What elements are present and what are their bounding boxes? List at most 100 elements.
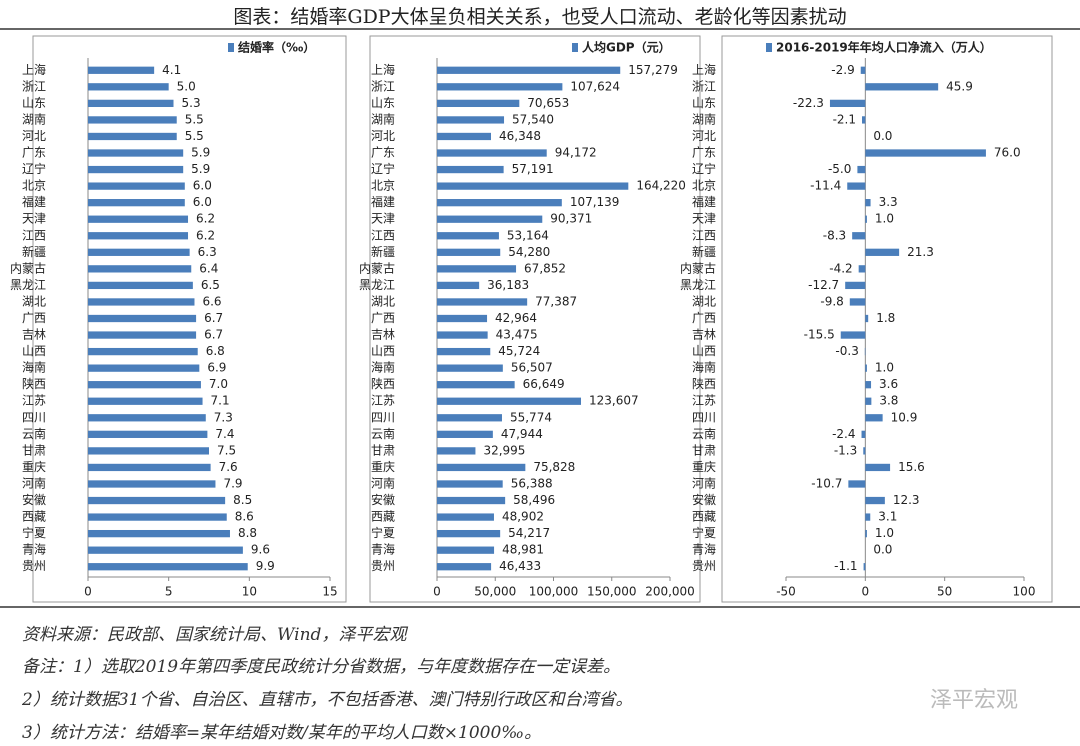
value-label: 3.1 [878,510,897,524]
bar [865,397,872,405]
value-label: -11.4 [810,179,841,193]
y-tick-label: 黑龙江 [680,278,716,292]
value-label: 15.6 [898,460,925,474]
value-label: 7.5 [217,443,236,457]
y-tick-label: 山东 [371,96,395,110]
bar [88,347,198,356]
y-tick-label: 上海 [22,62,46,77]
value-label: 3.6 [879,377,898,391]
value-label: 8.6 [235,510,254,524]
value-label: 164,220 [636,179,686,193]
y-tick-label: 江西 [692,228,716,242]
value-label: 10.9 [891,410,918,424]
value-label: 46,433 [499,559,541,573]
y-tick-label: 内蒙古 [680,260,716,275]
y-tick-label: 甘肃 [692,443,716,457]
bar [88,463,211,472]
value-label: 55,774 [510,410,552,424]
value-label: 77,387 [535,294,577,308]
y-tick-label: 湖北 [22,293,46,308]
value-label: -4.2 [829,261,852,275]
value-label: 46,348 [499,129,541,143]
y-tick-label: 云南 [22,426,46,441]
bar [840,331,866,339]
y-tick-label: 广西 [692,311,716,325]
bar [848,480,866,488]
bar [88,132,177,141]
y-tick-label: 青海 [692,542,716,557]
value-label: 6.2 [196,212,215,226]
bar [865,215,867,223]
legend-swatch [766,43,772,52]
bar [865,381,872,389]
watermark: 泽平宏观 [930,688,1019,713]
y-tick-label: 山东 [22,96,46,110]
value-label: -1.3 [834,443,857,457]
y-tick-label: 广东 [22,146,46,160]
bar [861,430,866,438]
bar [437,116,505,124]
y-tick-label: 北京 [692,179,716,193]
value-label: 9.9 [256,559,275,573]
y-tick-label: 甘肃 [22,443,46,457]
y-tick-label: 山西 [22,344,46,358]
y-tick-label: 内蒙古 [359,260,395,275]
value-label: 1.8 [876,311,895,325]
note: 2）统计数据31个省、自治区、直辖市，不包括香港、澳门特别行政区和台湾省。 [22,690,633,710]
bar [849,298,866,306]
value-label: -1.1 [834,559,857,573]
value-label: 5.9 [191,146,210,160]
bar [88,364,200,372]
y-tick-label: 甘肃 [371,443,395,457]
bar [437,232,499,240]
value-label: 54,280 [508,245,550,259]
y-tick-label: 天津 [371,212,395,226]
value-label: -10.7 [811,476,842,490]
y-tick-label: 福建 [371,194,395,209]
bar [88,331,197,339]
y-tick-label: 上海 [692,62,716,77]
bar [88,480,216,488]
bar [437,66,621,74]
x-tick-label: 50,000 [474,585,516,599]
value-label: 7.0 [209,377,228,391]
bar [437,397,582,405]
y-tick-label: 福建 [22,194,46,209]
bar [88,546,243,554]
bar [437,165,504,174]
bar [88,265,192,273]
y-tick-label: 河南 [22,475,46,490]
y-tick-label: 宁夏 [692,525,716,540]
value-label: 48,902 [502,510,544,524]
bar [829,99,866,108]
y-tick-label: 浙江 [22,79,46,93]
bar [437,480,503,488]
bar [858,265,866,273]
legend-swatch [228,43,234,52]
value-label: -9.8 [820,294,843,308]
y-tick-label: 黑龙江 [10,278,46,292]
y-tick-label: 辽宁 [22,161,46,176]
value-label: 9.6 [251,543,270,557]
bar [437,99,520,108]
legend-swatch [572,43,578,52]
y-tick-label: 四川 [371,410,395,424]
y-tick-label: 宁夏 [371,525,395,540]
bar [865,414,883,422]
value-label: 7.6 [219,460,238,474]
value-label: 66,649 [523,377,565,391]
y-tick-label: 江西 [371,228,395,242]
bar [437,215,543,223]
y-tick-label: 浙江 [371,79,395,93]
bar [852,232,866,240]
x-tick-label: 0 [84,585,92,599]
y-tick-label: 吉林 [371,328,395,342]
legend-label: 2016-2019年年均人口净流入（万人） [776,40,992,55]
bar [88,281,193,290]
value-label: 7.1 [211,394,230,408]
value-label: 6.0 [193,195,212,209]
bar [437,414,502,422]
y-tick-label: 四川 [692,410,716,424]
x-tick-label: 200,000 [645,585,695,599]
value-label: 6.3 [198,245,217,259]
